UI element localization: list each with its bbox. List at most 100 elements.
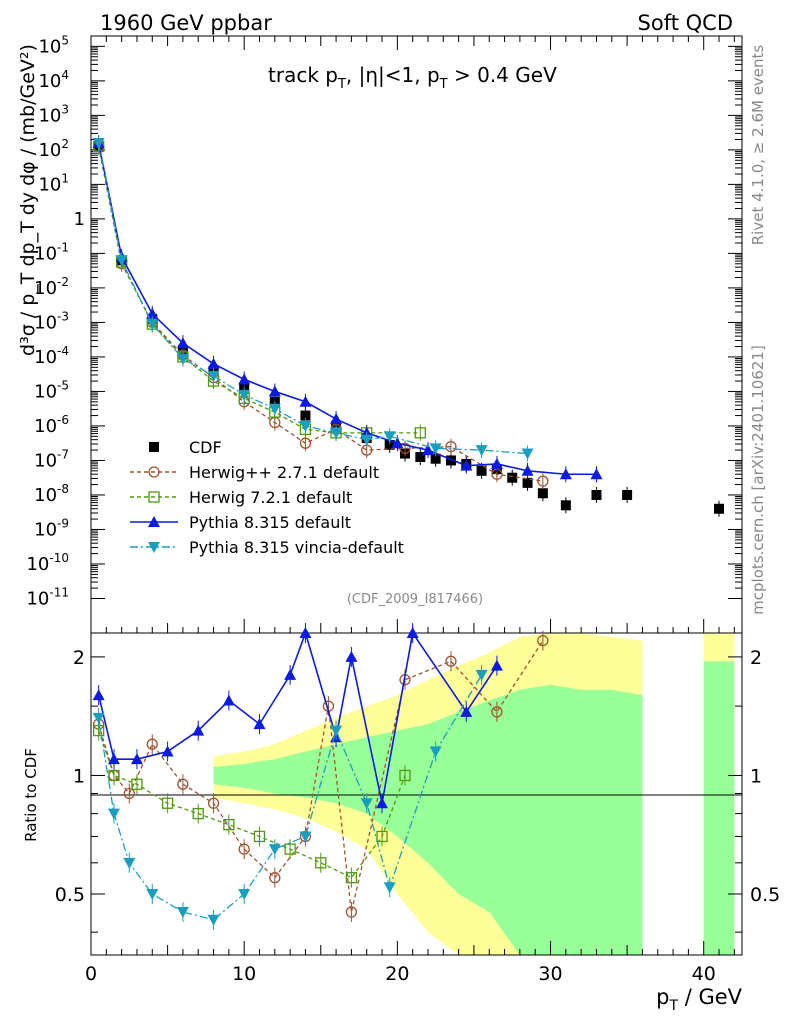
data-point <box>207 370 220 382</box>
data-point <box>146 307 159 319</box>
data-point <box>622 489 633 500</box>
x-tick-label: 20 <box>385 963 409 985</box>
data-point <box>383 431 396 443</box>
ratio-y-label: Ratio to CDF <box>22 748 40 842</box>
y-tick-exponent: -8 <box>57 482 69 496</box>
y-tick-base: 10 <box>38 71 61 92</box>
x-axis-label: pT / GeV <box>656 985 743 1014</box>
data-point <box>490 457 503 469</box>
y-tick-base: 10 <box>34 243 57 264</box>
legend-marker <box>148 542 160 553</box>
y-tick-label: 10-5 <box>34 378 69 402</box>
y-tick-label: 10-8 <box>34 482 69 506</box>
series-line-3 <box>97 142 597 476</box>
ratio-point <box>475 669 488 681</box>
data-point <box>238 389 251 401</box>
data-point <box>714 503 725 514</box>
data-point <box>399 442 411 455</box>
data-point <box>330 427 343 439</box>
plot-title: track pT, |η|<1, pT > 0.4 GeV <box>268 63 557 92</box>
data-point <box>429 443 442 455</box>
y-tick-base: 10 <box>34 519 57 540</box>
legend-marker <box>148 466 160 478</box>
data-point <box>360 434 373 446</box>
legend-label: Pythia 8.315 vincia-default <box>189 538 404 557</box>
ratio-point <box>92 689 105 701</box>
legend-label: Herwig++ 2.7.1 default <box>189 463 379 482</box>
x-tick-label: 30 <box>538 963 562 985</box>
legend: CDF Herwig++ 2.7.1 default Herwig 7.2.1 de… <box>130 438 404 557</box>
data-point <box>559 468 572 480</box>
y-tick-exponent: 1 <box>61 171 69 185</box>
x-tick-label: 40 <box>692 963 716 985</box>
ratio-point <box>207 797 220 809</box>
y-tick-exponent: 5 <box>61 33 69 47</box>
ratio-point <box>345 650 358 662</box>
ratio-point <box>406 627 419 638</box>
y-tick-label: 101 <box>38 171 69 195</box>
series-line-4 <box>98 142 528 455</box>
y-tick-base: 10 <box>34 381 57 402</box>
data-point <box>475 445 488 457</box>
x-tick-label: 0 <box>85 963 97 985</box>
ratio-point <box>345 906 358 918</box>
mcplots-label: mcplots.cern.ch [arXiv:2401.10621] <box>749 345 767 615</box>
data-point <box>268 403 281 415</box>
ratio-point <box>383 882 396 894</box>
ratio-point <box>376 797 389 809</box>
y-tick-label: 105 <box>38 33 69 57</box>
y-tick-base: 10 <box>34 450 57 471</box>
y-tick-exponent: -3 <box>57 309 69 323</box>
ratio-point <box>360 798 373 810</box>
legend-label: Pythia 8.315 default <box>189 513 351 532</box>
ratio-point <box>269 872 281 884</box>
data-point <box>391 437 404 449</box>
ratio-point <box>429 746 442 758</box>
ratio-point <box>253 830 266 843</box>
y-tick-label: 103 <box>38 102 69 126</box>
ratio-line-1 <box>98 730 406 879</box>
ratio-point <box>223 819 235 831</box>
ratio-point <box>123 857 136 869</box>
y-tick-label: 10-6 <box>34 413 69 437</box>
ratio-point <box>345 872 358 884</box>
y-tick-exponent: -1 <box>57 240 69 254</box>
ratio-tick-label-right: 1 <box>750 765 762 787</box>
ratio-point <box>161 797 174 809</box>
data-point <box>238 373 251 385</box>
data-point <box>268 385 281 397</box>
ratio-line-3 <box>98 674 483 921</box>
title-sub2: T <box>439 77 448 92</box>
data-point <box>590 468 603 480</box>
y-tick-exponent: -10 <box>49 551 69 565</box>
ratio-point <box>284 843 296 855</box>
data-point <box>591 489 602 500</box>
legend-marker <box>149 442 159 452</box>
xlabel-part-b: / GeV <box>678 985 743 1009</box>
y-axis-label: d³σ / p_T dp_T dy dφ / (mb/GeV²) <box>17 44 39 356</box>
data-series <box>92 134 725 517</box>
rivet-label: Rivet 4.1.0, ≥ 2.6M events <box>749 45 767 246</box>
y-tick-exponent: -6 <box>57 413 69 427</box>
data-point <box>560 500 571 511</box>
x-axis-ticks: 0 10 20 30 40 <box>85 36 735 985</box>
y-tick-base: 10 <box>26 554 49 575</box>
data-point <box>146 319 159 331</box>
xlabel-sub: T <box>668 998 678 1014</box>
y-tick-base: 10 <box>34 416 57 437</box>
ratio-tick-label: 2 <box>73 647 85 669</box>
title-sub1: T <box>337 77 346 92</box>
ratio-point <box>268 844 281 856</box>
header-left: 1960 GeV ppbar <box>100 11 272 35</box>
ratio-point <box>146 738 158 750</box>
ratio-point <box>330 725 343 737</box>
data-point <box>521 464 534 476</box>
y-tick-exponent: -11 <box>49 585 69 599</box>
data-point <box>460 459 473 471</box>
data-point <box>445 455 456 466</box>
data-point <box>537 488 548 499</box>
ratio-point <box>176 907 189 919</box>
ratio-point <box>107 753 120 765</box>
data-point <box>521 448 534 460</box>
